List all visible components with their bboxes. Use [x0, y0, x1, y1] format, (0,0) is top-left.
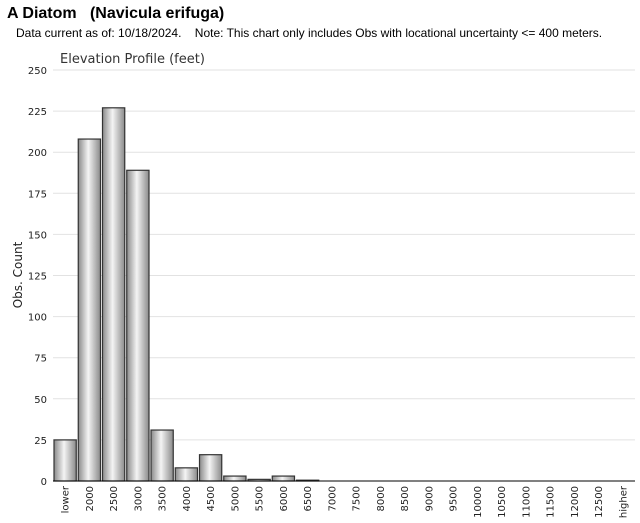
bar-2000	[77, 138, 102, 482]
x-tick-label: 7500	[352, 486, 363, 511]
page-title: A Diatom (Navicula erifuga)	[7, 5, 225, 22]
x-tick-label: 2500	[109, 486, 120, 511]
x-tick-label: 6000	[279, 486, 290, 511]
x-tick-label: 4500	[206, 486, 217, 511]
bar-6000	[271, 475, 296, 482]
y-tick-label: 100	[28, 313, 47, 324]
chart-title: Elevation Profile (feet)	[60, 52, 205, 67]
bar-5000	[223, 475, 247, 482]
x-tick-label: 5000	[230, 486, 241, 511]
y-tick-label: 250	[28, 66, 47, 77]
x-tick-label: 3500	[158, 486, 169, 511]
y-tick-label: 150	[28, 230, 47, 241]
x-tick-label: 12500	[594, 486, 605, 518]
x-tick-label: 7000	[327, 486, 338, 511]
x-tick-label: 3000	[133, 486, 144, 511]
y-tick-label: 125	[28, 272, 47, 283]
x-tick-label: 10500	[497, 486, 508, 518]
y-tick-label: 175	[28, 189, 47, 200]
bar-2500	[101, 107, 126, 482]
y-tick-label: 225	[28, 107, 47, 118]
x-tick-label: 8000	[376, 486, 387, 511]
x-tick-label: higher	[618, 485, 629, 518]
y-tick-label: 75	[34, 354, 47, 365]
x-tick-label: 8500	[400, 486, 411, 511]
y-tick-label: 200	[28, 148, 47, 159]
x-tick-label: 2000	[85, 486, 96, 511]
bar-4000	[174, 467, 199, 482]
y-tick-label: 50	[34, 395, 47, 406]
x-tick-label: 5500	[255, 486, 266, 511]
x-tick-label: lower	[61, 485, 72, 513]
x-tick-label: 10000	[473, 486, 484, 518]
x-tick-label: 11000	[521, 486, 532, 518]
bar-4500	[198, 454, 223, 482]
x-tick-label: 12000	[570, 486, 581, 518]
bar-lower	[53, 439, 77, 482]
x-tick-label: 11500	[546, 486, 557, 518]
y-axis-title: Obs. Count	[11, 241, 25, 308]
bar-3000	[126, 169, 150, 482]
y-tick-label: 0	[41, 477, 47, 488]
data-note: Data current as of: 10/18/2024. Note: Th…	[16, 26, 603, 40]
y-tick-label: 25	[34, 436, 47, 447]
x-tick-label: 9500	[449, 486, 460, 511]
x-tick-label: 4000	[182, 486, 193, 511]
x-tick-label: 9000	[424, 486, 435, 511]
x-tick-label: 6500	[303, 486, 314, 511]
bar-3500	[150, 429, 174, 482]
